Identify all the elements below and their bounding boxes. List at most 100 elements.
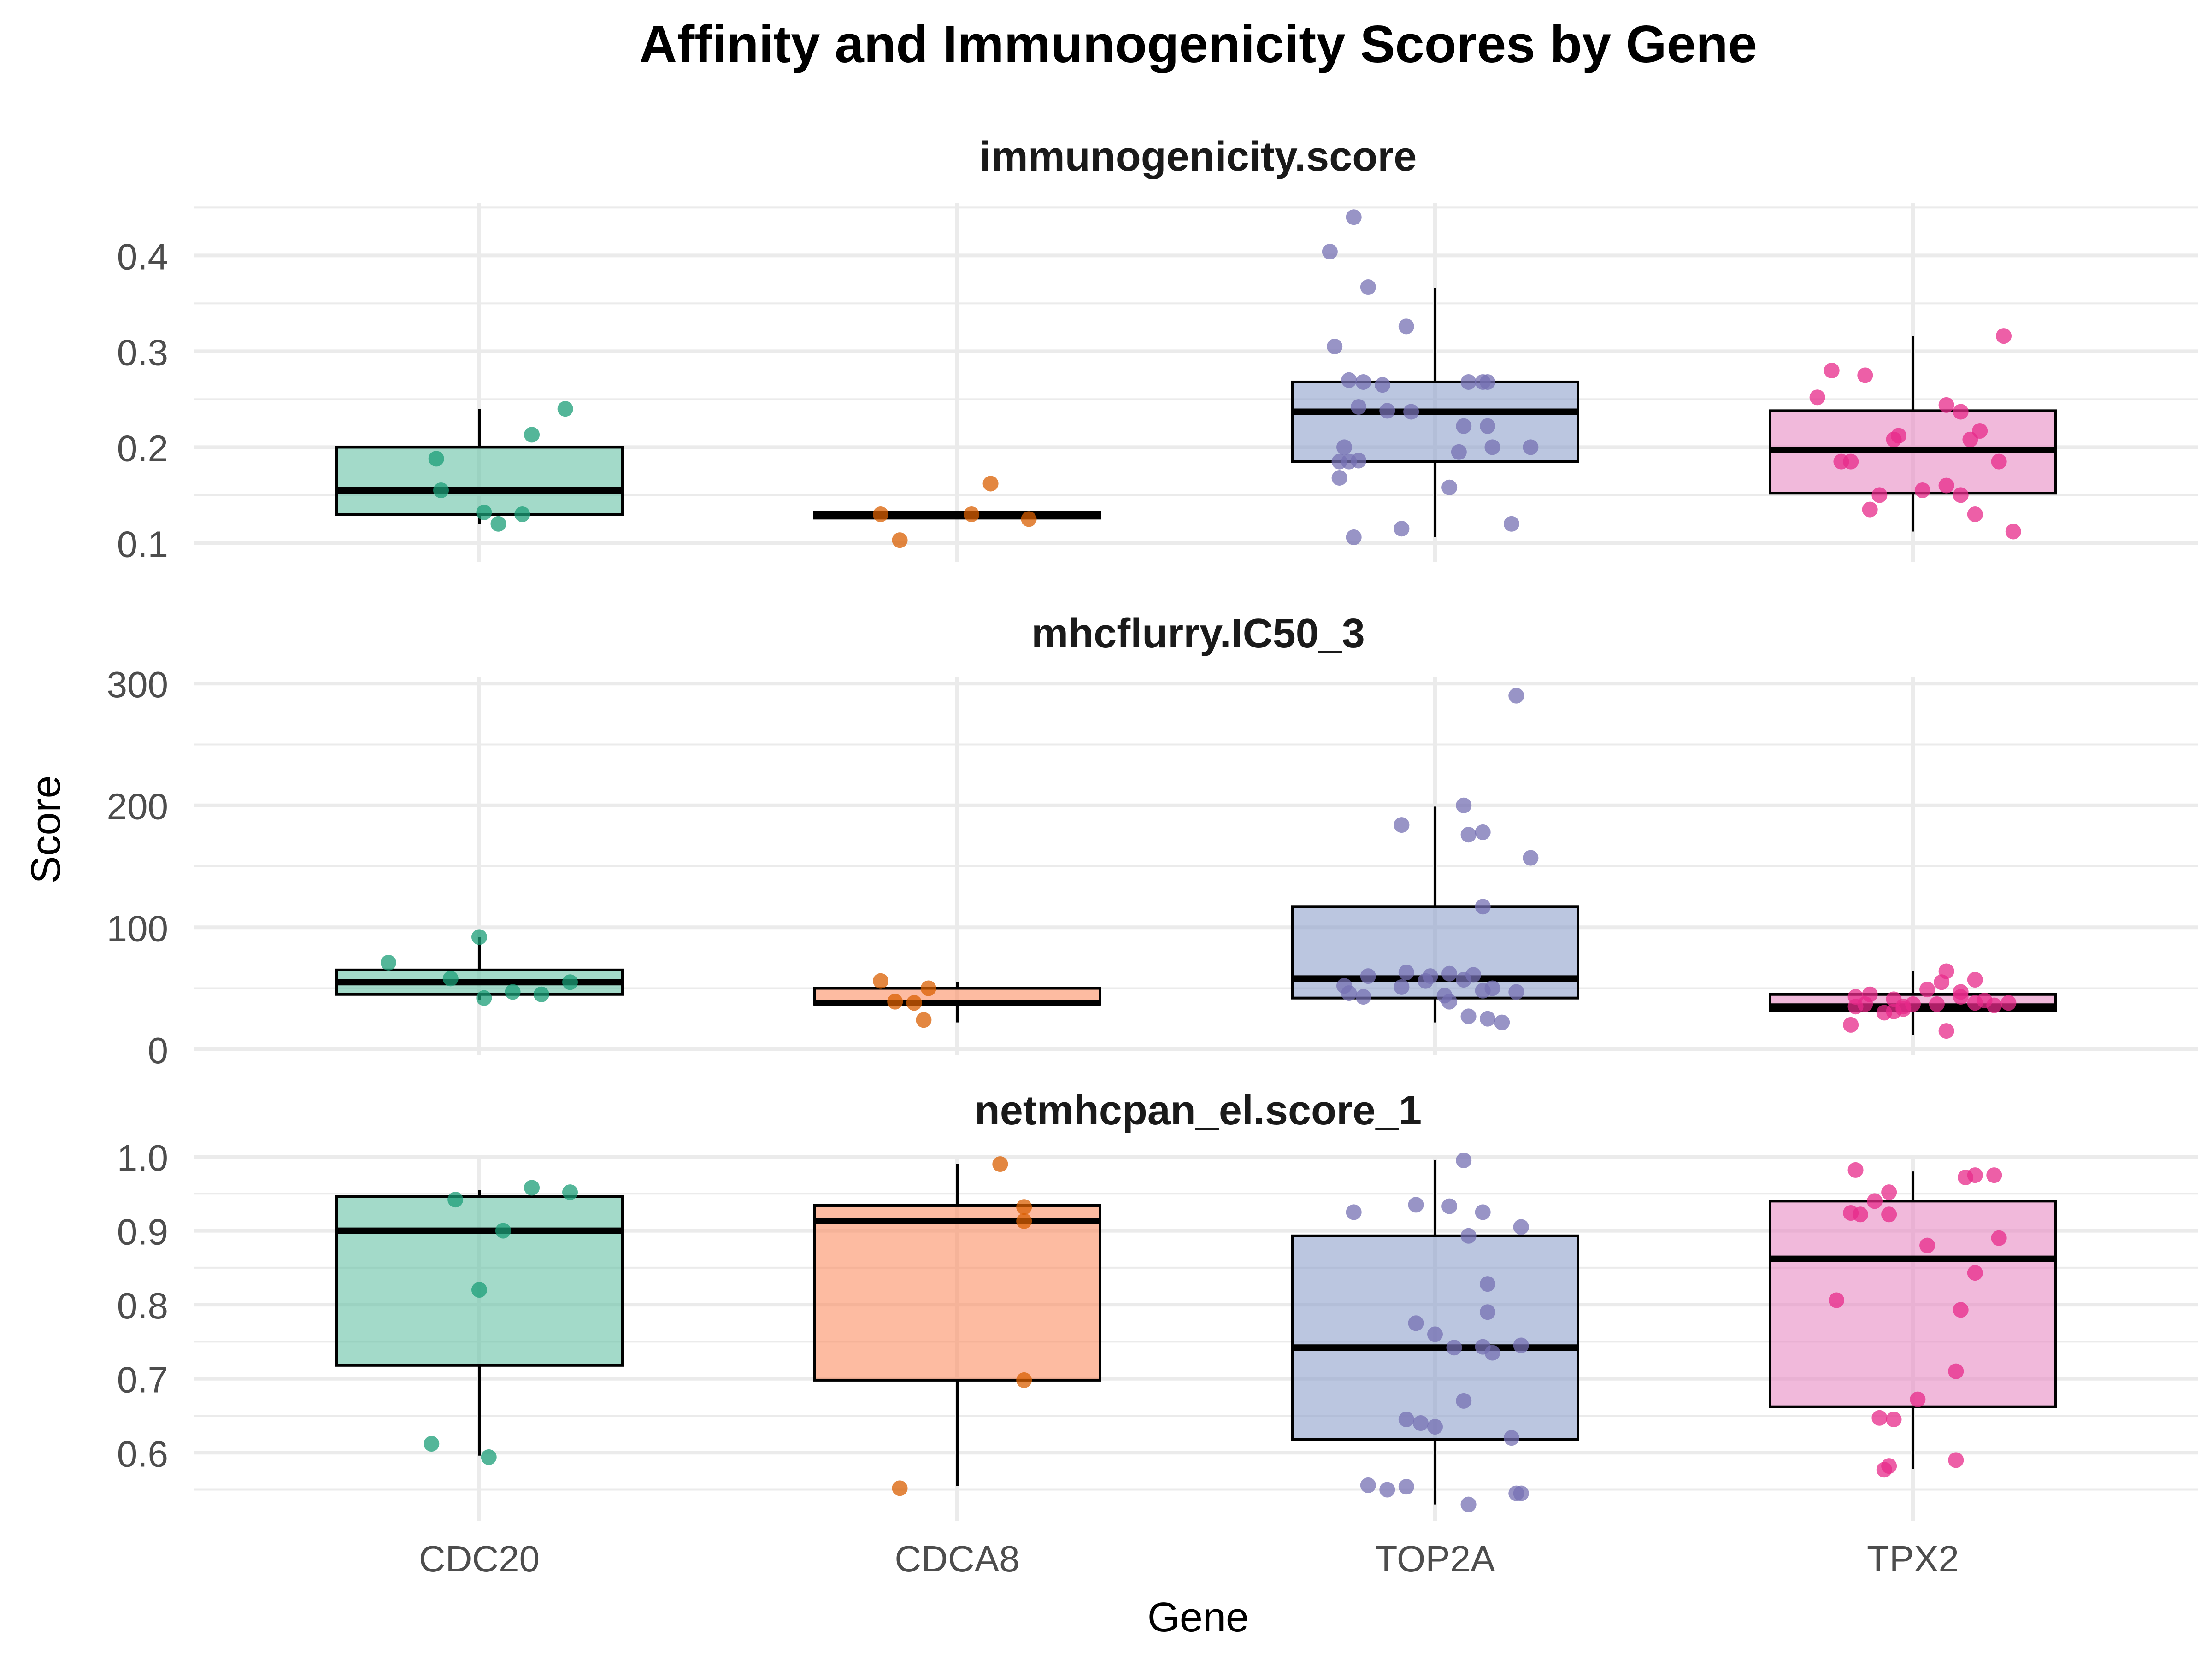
data-point [1523,850,1539,866]
facet-panel: immunogenicity.score 0.1 0.2 0.3 0.4 [117,134,2198,565]
data-point [964,506,980,522]
data-point [1341,372,1357,388]
data-point [1886,431,1902,447]
boxplot-tpx2 [1769,963,2057,1039]
data-point [1881,1184,1897,1200]
data-point [1986,997,2002,1013]
data-point [1456,972,1472,988]
data-point [380,954,396,971]
data-point [1871,1410,1888,1426]
data-point [1523,439,1539,455]
boxplot-cdca8 [813,1156,1101,1496]
data-point [1967,972,1983,988]
data-point [1938,963,1954,979]
data-point [1953,1302,1969,1318]
data-point [1967,506,1983,522]
data-point [1460,374,1477,390]
data-point [1484,439,1500,455]
boxplot-top2a [1291,688,1579,1030]
data-point [442,971,459,987]
boxplot-cdc20 [335,1180,624,1465]
box-iqr [335,446,624,516]
data-point [1418,973,1434,989]
data-point [1847,989,1864,1005]
data-point [1394,979,1410,995]
data-point [1824,363,1840,378]
boxplot-cdc20 [335,401,624,532]
data-point [1398,1412,1414,1428]
facet-panels: immunogenicity.score 0.1 0.2 0.3 0.4 mhcflurr… [107,134,2198,1521]
y-tick-label: 200 [107,786,168,827]
y-tick-label: 100 [107,908,168,949]
data-point [1948,1452,1964,1468]
chart-title: Affinity and Immunogenicity Scores by Ge… [639,15,1757,74]
data-point [471,929,487,945]
box-iqr [1769,1200,2057,1408]
data-point [1843,1205,1859,1221]
data-point [505,984,521,1000]
data-point [992,1156,1008,1172]
data-point [1394,817,1410,833]
data-point [1336,439,1352,455]
data-point [1360,968,1376,984]
data-point [1456,797,1472,813]
data-point [1480,1011,1496,1027]
data-point [1355,374,1371,390]
data-point [1494,1014,1510,1030]
data-point [1876,1462,1892,1478]
x-tick-label: TOP2A [1375,1538,1496,1579]
boxplot-cdca8 [813,476,1101,548]
data-point [1446,1340,1462,1356]
data-point [1958,1169,1974,1185]
data-point [920,980,936,996]
data-point [2000,995,2017,1011]
data-point [1016,1372,1032,1388]
data-point [1503,516,1519,532]
data-point [1374,377,1390,393]
data-point [1475,824,1491,840]
data-point [1953,984,1969,1000]
data-point [1513,1337,1529,1353]
data-point [1967,1265,1983,1281]
data-point [447,1192,464,1208]
data-point [1016,1199,1032,1215]
data-point [1986,1167,2002,1183]
data-point [433,482,449,498]
data-point [1480,374,1496,390]
data-point [1451,444,1467,460]
data-point [424,1436,440,1452]
y-tick-label: 0 [148,1030,169,1071]
data-point [1953,404,1969,420]
data-point [1460,1008,1477,1024]
data-point [1809,389,1825,406]
data-point [1346,1204,1362,1220]
data-point [1441,479,1458,495]
data-point [1919,1237,1936,1253]
data-point [1360,1477,1376,1493]
facet-panel: netmhcpan_el.score_1 0.6 0.7 0.8 0.9 1.0 [117,1088,2198,1521]
y-tick-label: 0.1 [117,524,168,565]
y-tick-label: 300 [107,664,168,705]
x-tick-label: CDC20 [419,1538,540,1579]
data-point [1427,1326,1443,1342]
data-point [1460,1496,1477,1512]
data-point [1398,318,1414,335]
data-point [873,506,889,522]
data-point [1460,1228,1477,1244]
data-point [1871,487,1888,503]
data-point [892,1480,908,1496]
data-point [1379,1482,1395,1498]
data-point [1938,1023,1954,1039]
x-tick-label: TPX2 [1867,1538,1959,1579]
facet-title: immunogenicity.score [980,134,1417,180]
data-point [1441,1198,1458,1214]
data-point [1508,1485,1524,1501]
data-point [1331,470,1347,486]
data-point [1456,418,1472,434]
data-point [1991,1230,2007,1246]
data-point [1480,1276,1496,1292]
data-point [476,990,492,1006]
box-iqr [335,1195,624,1367]
data-point [1460,827,1477,843]
